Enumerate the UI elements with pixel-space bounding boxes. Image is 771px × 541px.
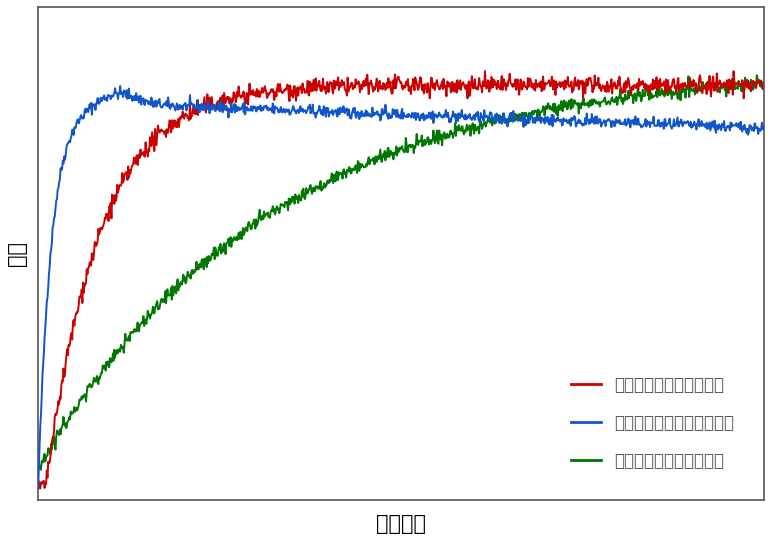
X-axis label: 攪拌時間: 攪拌時間 xyxy=(376,514,426,534)
Y-axis label: 粘度: 粘度 xyxy=(7,241,27,266)
Legend: 標準的なキサンタンガム, 細かな粉のキサンタンガム, 粉の粗いキサンタンガム: 標準的なキサンタンガム, 細かな粉のキサンタンガム, 粉の粗いキサンタンガム xyxy=(564,370,741,477)
